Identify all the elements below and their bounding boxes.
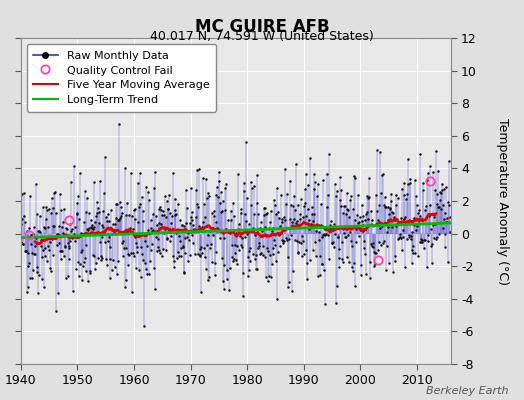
Text: 40.017 N, 74.591 W (United States): 40.017 N, 74.591 W (United States) <box>150 30 374 43</box>
Y-axis label: Temperature Anomaly (°C): Temperature Anomaly (°C) <box>496 118 509 284</box>
Text: MC GUIRE AFB: MC GUIRE AFB <box>195 18 329 36</box>
Text: Berkeley Earth: Berkeley Earth <box>426 386 508 396</box>
Legend: Raw Monthly Data, Quality Control Fail, Five Year Moving Average, Long-Term Tren: Raw Monthly Data, Quality Control Fail, … <box>27 44 216 112</box>
